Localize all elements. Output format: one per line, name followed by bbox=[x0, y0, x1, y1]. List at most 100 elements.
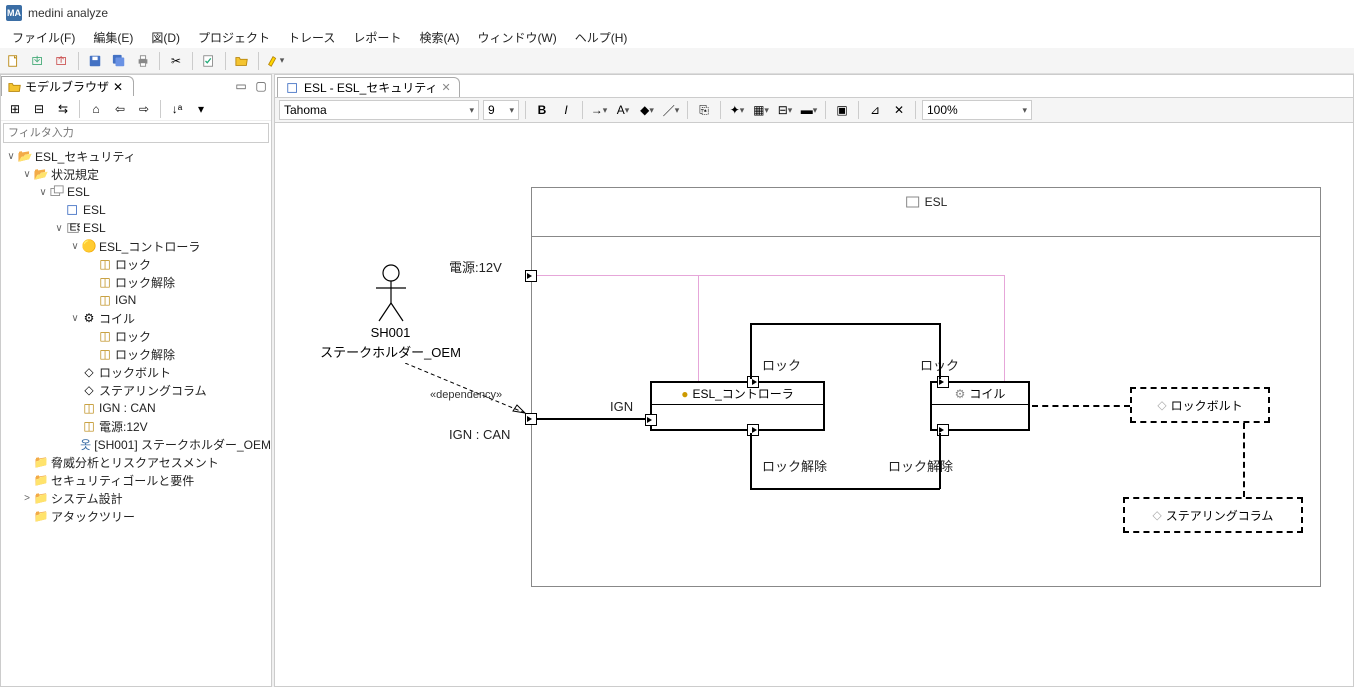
editor-tab[interactable]: ESL - ESL_セキュリティ ✕ bbox=[277, 77, 460, 97]
validate-icon[interactable] bbox=[199, 51, 219, 71]
font-size-select[interactable]: 9▾ bbox=[483, 100, 519, 120]
minimize-view-icon[interactable]: ▭ bbox=[233, 78, 249, 94]
print-icon[interactable] bbox=[133, 51, 153, 71]
tree-item[interactable]: ◫IGN : CAN bbox=[1, 399, 271, 417]
tree-item[interactable]: ◫IGN bbox=[1, 291, 271, 309]
font-select[interactable]: Tahoma▾ bbox=[279, 100, 479, 120]
zoom-select[interactable]: 100%▾ bbox=[922, 100, 1032, 120]
diagram-editor: ESL - ESL_セキュリティ ✕ Tahoma▾ 9▾ B I →▾ A▾ … bbox=[274, 74, 1354, 687]
forward-icon[interactable]: ⇨ bbox=[134, 99, 154, 119]
unlock-connector bbox=[750, 433, 752, 489]
ign-can-port-label: IGN : CAN bbox=[449, 427, 510, 442]
collapse-all-icon[interactable]: ⊟ bbox=[29, 99, 49, 119]
controller-ign-port[interactable] bbox=[645, 414, 657, 426]
power-bus-line bbox=[698, 275, 699, 382]
controller-unlock-label: ロック解除 bbox=[762, 456, 827, 475]
tree-item[interactable]: 📁脅威分析とリスクアセスメント bbox=[1, 453, 271, 471]
maximize-view-icon[interactable]: ▢ bbox=[253, 78, 269, 94]
editor-tab-bar: ESL - ESL_セキュリティ ✕ bbox=[275, 75, 1353, 97]
tree-item[interactable]: ◇ステアリングコラム bbox=[1, 381, 271, 399]
dependency-label: «dependency» bbox=[430, 389, 502, 401]
controller-lock-port[interactable] bbox=[747, 376, 759, 388]
tree-item[interactable]: >📁システム設計 bbox=[1, 489, 271, 507]
menu-report[interactable]: レポート bbox=[345, 27, 409, 48]
tree-item[interactable]: ◫ロック解除 bbox=[1, 273, 271, 291]
unlock-connector bbox=[750, 488, 940, 490]
menu-window[interactable]: ウィンドウ(W) bbox=[469, 27, 564, 48]
view-menu-icon[interactable]: ▾ bbox=[191, 99, 211, 119]
link-editor-icon[interactable]: ⇆ bbox=[53, 99, 73, 119]
coil-block[interactable]: ⚙コイル bbox=[930, 381, 1030, 431]
save-all-icon[interactable] bbox=[109, 51, 129, 71]
lockbolt-label: ロックボルト bbox=[1171, 397, 1243, 414]
actor-name: ステークホルダー_OEM bbox=[313, 342, 468, 361]
font-color-icon[interactable]: A▾ bbox=[613, 100, 633, 120]
menu-project[interactable]: プロジェクト bbox=[190, 27, 278, 48]
lockbolt-steering-connector bbox=[1243, 423, 1245, 497]
tree-item[interactable]: ESL bbox=[1, 201, 271, 219]
tree-item[interactable]: ∨📂状況規定 bbox=[1, 165, 271, 183]
line-color-icon[interactable]: ／▾ bbox=[661, 100, 681, 120]
open-folder-icon[interactable] bbox=[232, 51, 252, 71]
snap-icon[interactable]: ⊿ bbox=[865, 100, 885, 120]
cut-icon[interactable]: ✂ bbox=[166, 51, 186, 71]
model-browser-tab[interactable]: モデルブラウザ ✕ bbox=[1, 76, 134, 96]
menu-edit[interactable]: 編集(E) bbox=[85, 27, 141, 48]
tree-item[interactable]: 📁セキュリティゴールと要件 bbox=[1, 471, 271, 489]
autolayout-icon[interactable]: ✦▾ bbox=[727, 100, 747, 120]
menu-diagram[interactable]: 図(D) bbox=[143, 27, 188, 48]
model-browser-tab-label: モデルブラウザ bbox=[25, 78, 109, 95]
actor-id: SH001 bbox=[313, 325, 468, 340]
tree-item[interactable]: ∨⚙コイル bbox=[1, 309, 271, 327]
steering-block[interactable]: ◇ステアリングコラム bbox=[1123, 497, 1303, 533]
close-tab-icon[interactable]: ✕ bbox=[442, 81, 451, 94]
select-icon[interactable]: ▣ bbox=[832, 100, 852, 120]
title-bar: MA medini analyze bbox=[0, 0, 1354, 26]
editor-toolbar: Tahoma▾ 9▾ B I →▾ A▾ ◆▾ ／▾ ⎘ ✦▾ ▦▾ ⊟▾ ▬▾… bbox=[275, 97, 1353, 123]
stakeholder-actor[interactable]: SH001 ステークホルダー_OEM bbox=[313, 263, 468, 361]
controller-block[interactable]: ●ESL_コントローラ bbox=[650, 381, 825, 431]
new-icon[interactable] bbox=[4, 51, 24, 71]
save-icon[interactable] bbox=[85, 51, 105, 71]
tree-item[interactable]: ∨📂ESL_セキュリティ bbox=[1, 147, 271, 165]
filter-input[interactable] bbox=[3, 123, 269, 143]
power-port[interactable] bbox=[525, 270, 537, 282]
sidebar-toolbar: ⊞ ⊟ ⇆ ⌂ ⇦ ⇨ ↓ᵃ ▾ bbox=[1, 97, 271, 121]
order-icon[interactable]: ▬▾ bbox=[799, 100, 819, 120]
tree-item[interactable]: ◫ロック bbox=[1, 327, 271, 345]
ign-edge-label: IGN bbox=[610, 399, 633, 414]
power-bus-line bbox=[1004, 275, 1005, 382]
tree-item[interactable]: ∨🟡ESL_コントローラ bbox=[1, 237, 271, 255]
expand-all-icon[interactable]: ⊞ bbox=[5, 99, 25, 119]
grid-icon[interactable]: ✕ bbox=[889, 100, 909, 120]
distribute-icon[interactable]: ⊟▾ bbox=[775, 100, 795, 120]
tree-item[interactable]: ◇ロックボルト bbox=[1, 363, 271, 381]
copy-icon[interactable]: ⎘ bbox=[694, 100, 714, 120]
diagram-canvas[interactable]: ESL 電源:12V IGN : CAN bbox=[275, 123, 1353, 686]
tree-item[interactable]: 옷[SH001] ステークホルダー_OEM bbox=[1, 435, 271, 453]
arrow-icon[interactable]: →▾ bbox=[589, 100, 609, 120]
back-icon[interactable]: ⇦ bbox=[110, 99, 130, 119]
home-icon[interactable]: ⌂ bbox=[86, 99, 106, 119]
lock-connector bbox=[750, 323, 752, 379]
bold-icon[interactable]: B bbox=[532, 100, 552, 120]
tree-item[interactable]: 📁アタックツリー bbox=[1, 507, 271, 525]
highlight-icon[interactable]: ▾ bbox=[265, 51, 285, 71]
tree-item[interactable]: ∨ESL bbox=[1, 183, 271, 201]
tree-item[interactable]: ◫ロック解除 bbox=[1, 345, 271, 363]
import-icon[interactable] bbox=[28, 51, 48, 71]
italic-icon[interactable]: I bbox=[556, 100, 576, 120]
menu-help[interactable]: ヘルプ(H) bbox=[567, 27, 636, 48]
export-icon[interactable] bbox=[52, 51, 72, 71]
controller-unlock-port[interactable] bbox=[747, 424, 759, 436]
tree-item[interactable]: ∨ESESL bbox=[1, 219, 271, 237]
lockbolt-block[interactable]: ◇ロックボルト bbox=[1130, 387, 1270, 423]
menu-trace[interactable]: トレース bbox=[280, 27, 343, 48]
sort-icon[interactable]: ↓ᵃ bbox=[167, 99, 187, 119]
tree-item[interactable]: ◫電源:12V bbox=[1, 417, 271, 435]
menu-file[interactable]: ファイル(F) bbox=[4, 27, 83, 48]
align-icon[interactable]: ▦▾ bbox=[751, 100, 771, 120]
fill-color-icon[interactable]: ◆▾ bbox=[637, 100, 657, 120]
tree-item[interactable]: ◫ロック bbox=[1, 255, 271, 273]
menu-search[interactable]: 検索(A) bbox=[411, 27, 467, 48]
